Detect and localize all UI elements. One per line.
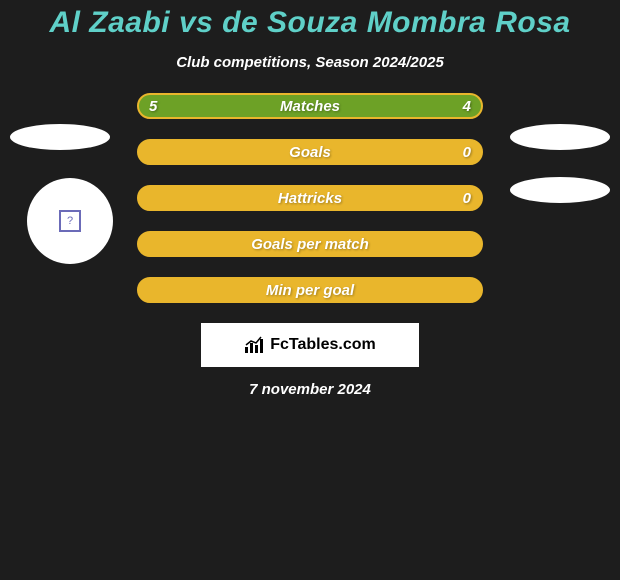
stat-right-value: 0 [463, 144, 471, 161]
footer-logo: FcTables.com [244, 336, 376, 354]
avatar-placeholder-icon: ? [59, 210, 81, 232]
stat-label: Matches [280, 98, 340, 115]
left-avatar: ? [27, 178, 113, 264]
stats-layout: ? 5 Matches 4 Goals 0 Hattricks 0 Goals … [0, 93, 620, 303]
right-ellipse-1 [510, 124, 610, 150]
page-title: Al Zaabi vs de Souza Mombra Rosa [0, 0, 620, 40]
chart-icon [244, 336, 266, 354]
stat-label: Goals per match [251, 236, 369, 253]
stat-right-value: 4 [463, 98, 471, 115]
stat-bar-goals: Goals 0 [137, 139, 483, 165]
stat-right-value: 0 [463, 190, 471, 207]
page-subtitle: Club competitions, Season 2024/2025 [0, 54, 620, 71]
date-text: 7 november 2024 [0, 381, 620, 398]
stat-label: Goals [289, 144, 331, 161]
stat-label: Hattricks [278, 190, 342, 207]
stat-label: Min per goal [266, 282, 354, 299]
right-ellipse-2 [510, 177, 610, 203]
footer-brand-box[interactable]: FcTables.com [201, 323, 419, 367]
stat-bar-matches: 5 Matches 4 [137, 93, 483, 119]
stat-bar-mpg: Min per goal [137, 277, 483, 303]
footer-brand-text: FcTables.com [270, 336, 376, 354]
left-ellipse-1 [10, 124, 110, 150]
stat-bar-gpm: Goals per match [137, 231, 483, 257]
stat-bar-hattricks: Hattricks 0 [137, 185, 483, 211]
stat-bars: 5 Matches 4 Goals 0 Hattricks 0 Goals pe… [137, 93, 483, 303]
stat-left-value: 5 [149, 98, 157, 115]
